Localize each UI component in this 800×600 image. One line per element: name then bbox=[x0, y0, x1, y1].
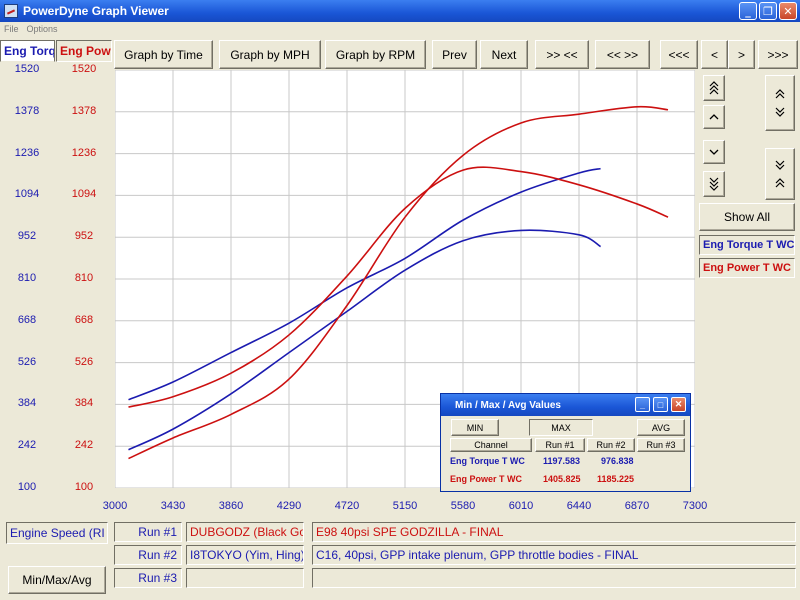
y-tick-label-right: 952 bbox=[74, 230, 94, 243]
row-run-2-value: 976.838 bbox=[601, 456, 634, 466]
scroll-up-icon[interactable] bbox=[703, 105, 725, 129]
y-tick-label-left: 526 bbox=[17, 355, 37, 368]
minmax-dialog-title: Min / Max / Avg Values bbox=[455, 399, 561, 411]
run-1-description[interactable]: E98 40psi SPE GODZILLA - FINAL bbox=[312, 522, 796, 542]
y-tick-label-right: 668 bbox=[74, 313, 94, 326]
scroll-down-icon[interactable] bbox=[703, 140, 725, 164]
y-tick-label-right: 1520 bbox=[71, 63, 97, 75]
y-tick-label-left: 384 bbox=[17, 397, 37, 410]
scroll-far-left-button[interactable]: <<< bbox=[660, 40, 698, 69]
column-run-2[interactable]: Run #2 bbox=[587, 438, 635, 452]
min-max-avg-button[interactable]: Min/Max/Avg bbox=[8, 566, 106, 594]
run-1-name[interactable]: DUBGODZ (Black Goo bbox=[186, 522, 304, 542]
x-tick-label: 5150 bbox=[392, 500, 418, 512]
y-tick-label-right: 1094 bbox=[71, 188, 97, 201]
y-tick-label-right: 526 bbox=[74, 355, 94, 368]
scroll-right-button[interactable]: > bbox=[728, 40, 755, 69]
series-line-3 bbox=[128, 105, 669, 460]
scroll-down-fast-icon[interactable] bbox=[703, 171, 725, 197]
y-tick-label-right: 1236 bbox=[71, 146, 97, 159]
show-all-button[interactable]: Show All bbox=[699, 203, 795, 231]
avg-tab[interactable]: AVG bbox=[637, 419, 685, 436]
next-button[interactable]: Next bbox=[480, 40, 528, 69]
run-3-label: Run #3 bbox=[114, 568, 182, 588]
y-tick-label-left: 100 bbox=[17, 481, 37, 493]
scroll-up-fast-icon[interactable] bbox=[703, 75, 725, 101]
run-3-name[interactable] bbox=[186, 568, 304, 588]
close-icon[interactable]: ✕ bbox=[779, 2, 797, 20]
chart-series bbox=[128, 105, 669, 460]
x-tick-label: 6870 bbox=[624, 500, 650, 512]
x-tick-label: 5580 bbox=[450, 500, 476, 512]
y-tick-label-left: 1236 bbox=[14, 146, 40, 159]
y-tick-label-left: 1094 bbox=[14, 188, 40, 201]
run-1-label: Run #1 bbox=[114, 522, 182, 542]
run-3-description[interactable] bbox=[312, 568, 796, 588]
y-tick-label-right: 810 bbox=[74, 272, 94, 284]
y-tick-label-left: 242 bbox=[17, 439, 37, 452]
run-2-name[interactable]: I8TOKYO (Yim, Hing) bbox=[186, 545, 304, 565]
max-tab[interactable]: MAX bbox=[529, 419, 593, 436]
scroll-far-right-button[interactable]: >>> bbox=[758, 40, 798, 69]
dialog-minimize-icon[interactable]: _ bbox=[635, 397, 650, 412]
row-run-1-value: 1197.583 bbox=[543, 456, 581, 466]
minmax-dialog-title-bar: Min / Max / Avg Values _ □ ✕ bbox=[441, 394, 690, 416]
legend-power[interactable]: Eng Power T WC bbox=[699, 258, 795, 278]
x-tick-label: 6010 bbox=[508, 500, 534, 512]
graph-by-mph-button[interactable]: Graph by MPH bbox=[219, 40, 321, 69]
y-tick-label-left: 1520 bbox=[14, 63, 40, 75]
y-tick-label-right: 384 bbox=[74, 397, 94, 410]
row-channel: Eng Torque T WC bbox=[450, 456, 525, 466]
graph-by-time-button[interactable]: Graph by Time bbox=[114, 40, 213, 69]
app-icon bbox=[4, 4, 18, 18]
x-tick-label: 3430 bbox=[160, 500, 186, 512]
min-tab[interactable]: MIN bbox=[451, 419, 499, 436]
row-run-1-value: 1405.825 bbox=[543, 474, 581, 484]
series-line-2 bbox=[128, 167, 601, 401]
maximize-icon[interactable]: ❐ bbox=[759, 2, 777, 20]
series-line-1 bbox=[128, 229, 602, 451]
x-tick-label: 3000 bbox=[102, 500, 128, 512]
column-run-1[interactable]: Run #1 bbox=[535, 438, 585, 452]
run-2-description[interactable]: C16, 40psi, GPP intake plenum, GPP throt… bbox=[312, 545, 796, 565]
column-run-3[interactable]: Run #3 bbox=[637, 438, 685, 452]
graph-by-rpm-button[interactable]: Graph by RPM bbox=[325, 40, 426, 69]
menu-file[interactable]: File bbox=[4, 24, 19, 34]
zoom-out-button[interactable]: >> << bbox=[535, 40, 589, 69]
minmax-dialog: Min / Max / Avg Values _ □ ✕ MIN MAX AVG… bbox=[440, 393, 691, 492]
menu-options[interactable]: Options bbox=[26, 24, 58, 34]
dialog-close-icon[interactable]: ✕ bbox=[671, 397, 686, 412]
title-bar: PowerDyne Graph Viewer _ ❐ ✕ bbox=[0, 0, 800, 22]
tab-eng-torque[interactable]: Eng Torq bbox=[0, 40, 55, 62]
x-channel-selector[interactable]: Engine Speed (RI bbox=[6, 522, 108, 544]
zoom-in-button[interactable]: << >> bbox=[595, 40, 650, 69]
row-channel: Eng Power T WC bbox=[450, 474, 522, 484]
y-tick-label-left: 810 bbox=[17, 272, 37, 284]
x-tick-label: 4290 bbox=[276, 500, 302, 512]
window-title: PowerDyne Graph Viewer bbox=[23, 4, 169, 18]
series-line-4 bbox=[128, 166, 669, 408]
x-tick-label: 6440 bbox=[566, 500, 592, 512]
x-tick-label: 4720 bbox=[334, 500, 360, 512]
column-channel[interactable]: Channel bbox=[450, 438, 532, 452]
legend-torque[interactable]: Eng Torque T WC bbox=[699, 235, 795, 255]
scroll-left-button[interactable]: < bbox=[701, 40, 728, 69]
y-tick-label-right: 242 bbox=[74, 439, 94, 452]
y-tick-label-left: 952 bbox=[17, 230, 37, 243]
y-tick-label-left: 1378 bbox=[14, 104, 40, 117]
zoom-y-in-icon[interactable] bbox=[765, 75, 795, 131]
x-tick-label: 3860 bbox=[218, 500, 244, 512]
y-tick-label-right: 1378 bbox=[71, 104, 97, 117]
row-run-2-value: 1185.225 bbox=[597, 474, 635, 484]
zoom-y-out-icon[interactable] bbox=[765, 148, 795, 200]
menu-bar: File Options bbox=[0, 22, 800, 36]
tab-eng-power[interactable]: Eng Powe bbox=[56, 40, 112, 62]
x-tick-label: 7300 bbox=[682, 500, 708, 512]
dialog-maximize-icon[interactable]: □ bbox=[653, 397, 668, 412]
minimize-icon[interactable]: _ bbox=[739, 2, 757, 20]
y-tick-label-left: 668 bbox=[17, 313, 37, 326]
run-2-label: Run #2 bbox=[114, 545, 182, 565]
y-tick-label-right: 100 bbox=[74, 481, 94, 493]
prev-button[interactable]: Prev bbox=[432, 40, 477, 69]
